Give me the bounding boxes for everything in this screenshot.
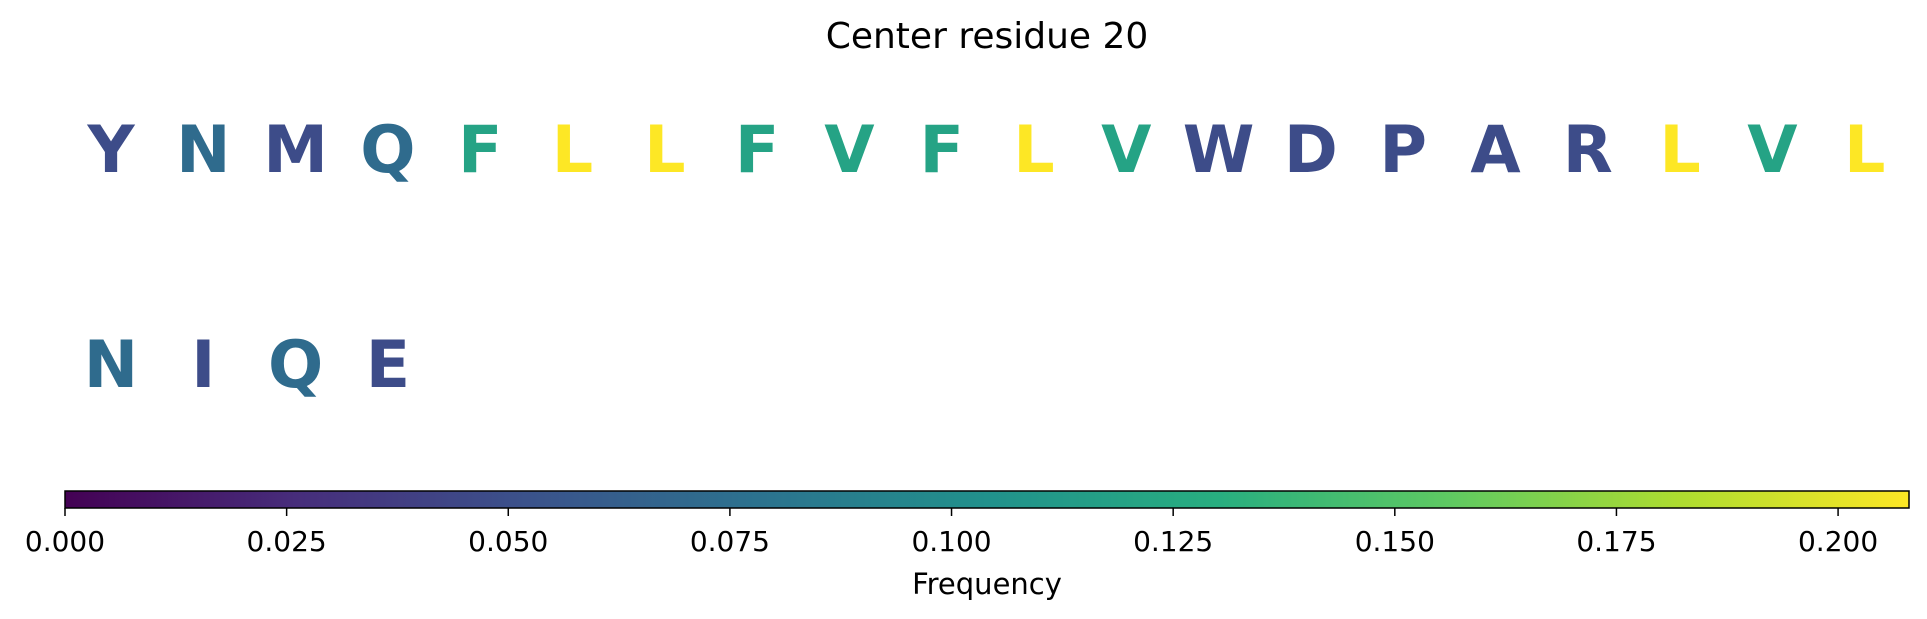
residue-letter: F: [919, 113, 963, 188]
residue-letter: V: [824, 113, 874, 188]
residue-letter: Q: [360, 113, 415, 188]
residue-letter: N: [84, 328, 138, 403]
residue-letter: A: [1470, 113, 1520, 188]
residue-letter: P: [1379, 113, 1427, 188]
residue-letter: W: [1183, 113, 1255, 188]
residue-letter: D: [1284, 113, 1338, 188]
colorbar-tick-label: 0.075: [690, 525, 770, 558]
residue-letter: Q: [268, 328, 323, 403]
residue-letter: I: [191, 328, 215, 403]
residue-letter: M: [263, 113, 328, 188]
colorbar-tick-label: 0.200: [1798, 525, 1878, 558]
residue-letter: L: [644, 113, 685, 188]
residue-letter: V: [1101, 113, 1151, 188]
residue-letter: L: [1844, 113, 1885, 188]
residue-letter: L: [552, 113, 593, 188]
residue-letter: R: [1563, 113, 1613, 188]
chart-title: Center residue 20: [826, 16, 1149, 57]
colorbar-ticks: 0.000 0.025 0.050 0.075 0.100 0.125 0.150 0.175…: [25, 508, 1878, 558]
colorbar-tick-label: 0.100: [911, 525, 991, 558]
residue-letter: E: [366, 328, 410, 403]
residue-grid: Y N M Q F L L F V F L V W D P A R L V LN I Q E: [84, 113, 1886, 403]
colorbar-tick-label: 0.125: [1133, 525, 1213, 558]
colorbar-tick-label: 0.175: [1576, 525, 1656, 558]
residue-letter: V: [1747, 113, 1797, 188]
residue-letter: L: [1659, 113, 1700, 188]
colorbar-tick-label: 0.150: [1355, 525, 1435, 558]
residue-letter: L: [1013, 113, 1054, 188]
colorbar-tick-label: 0.000: [25, 525, 105, 558]
colorbar-gradient: [64, 490, 1910, 509]
colorbar-label: Frequency: [912, 567, 1062, 601]
colorbar: 0.000 0.025 0.050 0.075 0.100 0.125 0.150 0.175…: [25, 490, 1910, 601]
residue-letter: F: [458, 113, 502, 188]
residue-letter: Y: [86, 113, 135, 188]
residue-letter: N: [176, 113, 230, 188]
colorbar-tick-label: 0.050: [468, 525, 548, 558]
colorbar-tick-label: 0.025: [247, 525, 327, 558]
residue-letter: F: [735, 113, 779, 188]
